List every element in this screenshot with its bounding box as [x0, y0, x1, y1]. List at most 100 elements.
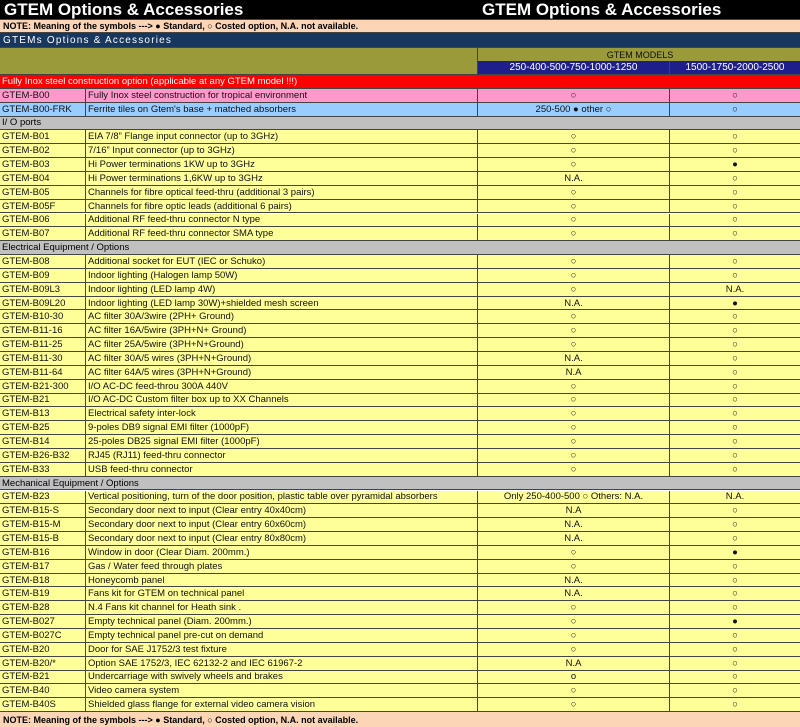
description: Fans kit for GTEM on technical panel: [86, 587, 478, 601]
option-large: ○: [732, 643, 738, 655]
option-small: ○: [478, 615, 670, 628]
code: GTEM-B05: [0, 185, 86, 199]
table-row: GTEM-B26-B32 RJ45 (RJ11) feed-thru connec…: [0, 448, 800, 463]
table-row: GTEM-B28 N.4 Fans kit channel for Heath s…: [0, 601, 800, 616]
description: AC filter 64A/5 wires (3PH+N+Ground): [86, 365, 478, 379]
description: 7/16” Input connector (up to 3GHz): [86, 144, 478, 158]
option-small: ○: [478, 642, 670, 656]
table-row: GTEM-B21-300 I/O AC-DC feed-throu 300A 44…: [0, 379, 800, 394]
code: GTEM-B21: [0, 393, 86, 407]
option-large: ●: [732, 159, 738, 171]
description: Ferrite tiles on Gtem's base + matched a…: [86, 102, 478, 116]
option-small: ○: [478, 421, 670, 435]
code: GTEM-B15-M: [0, 518, 86, 532]
description: USB feed-thru connector: [86, 462, 478, 476]
table-row: GTEM-B25 9-poles DB9 signal EMI filter (1…: [0, 421, 800, 436]
section-row: Mechanical Equipment / Options: [0, 476, 800, 491]
code: GTEM-B16: [0, 545, 86, 559]
option-large: ○: [732, 339, 738, 351]
option-small: ○: [478, 379, 670, 393]
table-row: GTEM-B05 Channels for fibre optical feed-…: [0, 185, 800, 200]
table-row: GTEM-B18 Honeycomb panel N.A. ○: [0, 573, 800, 588]
option-large: ○: [732, 325, 738, 337]
table-row: GTEM-B027C Empty technical panel pre-cut …: [0, 629, 800, 643]
table-row: GTEM-B11-16 AC filter 16A/5wire (3PH+N+ G…: [0, 324, 800, 339]
option-large: ○: [732, 602, 738, 614]
option-small: ○: [478, 213, 670, 227]
table-row: GTEM-B027 Empty technical panel (Diam. 20…: [0, 615, 800, 629]
option-large: ○: [732, 671, 738, 683]
description: Shielded glass flange for external video…: [86, 698, 478, 712]
title-left: GTEM Options & Accessories: [4, 0, 244, 19]
code: GTEM-B027C: [0, 629, 86, 642]
code: GTEM-B027: [0, 615, 86, 628]
table-row: GTEM-B15-M Secondary door next to input (…: [0, 518, 800, 533]
description: Electrical safety inter-lock: [86, 407, 478, 421]
option-small: N.A.: [478, 171, 670, 185]
description: Additional RF feed-thru connector N type: [86, 213, 478, 227]
table-row: GTEM-B04 Hi Power terminations 1,6KW up t…: [0, 171, 800, 186]
description: Hi Power terminations 1,6KW up to 3GHz: [86, 171, 478, 185]
table-row: GTEM-B00 Fully Inox steel construction fo…: [0, 88, 800, 103]
option-large: ○: [732, 172, 738, 184]
code: GTEM-B25: [0, 421, 86, 435]
option-large: ○: [732, 422, 738, 434]
option-large: ○: [732, 519, 738, 531]
option-small: N.A.: [478, 352, 670, 365]
option-small: 250-500 ● other ○: [478, 102, 670, 116]
table-row: GTEM-B14 25-poles DB25 signal EMI filter …: [0, 435, 800, 449]
table-row: GTEM-B20 Door for SAE J1752/3 test fixtur…: [0, 642, 800, 657]
option-small: N.A: [478, 365, 670, 379]
option-small: N.A: [478, 504, 670, 518]
description: Window in door (Clear Diam. 200mm.): [86, 545, 478, 559]
description: Video camera system: [86, 684, 478, 698]
description: Secondary door next to input (Clear entr…: [86, 504, 478, 518]
title-right: GTEM Options & Accessories: [482, 0, 722, 19]
code: GTEM-B11-30: [0, 352, 86, 365]
code: GTEM-B18: [0, 573, 86, 587]
table-row: GTEM-B09 Indoor lighting (Halogen lamp 50…: [0, 268, 800, 283]
table-row: GTEM-B19 Fans kit for GTEM on technical p…: [0, 587, 800, 602]
description: Vertical positioning, turn of the door p…: [86, 490, 478, 504]
footer-note: NOTE: Meaning of the symbols ---> ● Stan…: [3, 714, 359, 725]
code: GTEM-B19: [0, 587, 86, 601]
section-row: Electrical Equipment / Options: [0, 241, 800, 256]
code: GTEM-B10-30: [0, 310, 86, 324]
code: GTEM-B07: [0, 227, 86, 241]
option-small: N.A.: [478, 518, 670, 532]
table-row: GTEM-B40S Shielded glass flange for exter…: [0, 698, 800, 713]
code: GTEM-B21-300: [0, 379, 86, 393]
option-large: ●: [732, 546, 738, 558]
code: GTEM-B09L20: [0, 296, 86, 310]
section-title: Mechanical Equipment / Options: [2, 477, 139, 489]
option-large: N.A.: [725, 283, 745, 295]
option-large: ●: [732, 297, 738, 309]
table-row: GTEM-B05F Channels for fibre optic leads …: [0, 199, 800, 214]
option-large: ○: [732, 394, 738, 406]
code: GTEM-B20/*: [0, 656, 86, 670]
table-row: GTEM-B15-B Secondary door next to input (…: [0, 532, 800, 546]
description: 9-poles DB9 signal EMI filter (1000pF): [86, 421, 478, 435]
code: GTEM-B09: [0, 268, 86, 282]
option-large: ○: [732, 228, 738, 240]
code: GTEM-B06: [0, 213, 86, 227]
option-small: ○: [478, 199, 670, 213]
subtitle-row: GTEMs Options & Accessories: [0, 33, 800, 48]
option-large: ○: [732, 352, 738, 364]
code: GTEM-B17: [0, 559, 86, 573]
code: GTEM-B33: [0, 462, 86, 476]
option-large: ○: [732, 145, 738, 157]
option-large: ○: [732, 532, 738, 544]
description: Indoor lighting (Halogen lamp 50W): [86, 268, 478, 282]
description: N.4 Fans kit channel for Heath sink .: [86, 601, 478, 615]
description: Channels for fibre optic leads (addition…: [86, 199, 478, 213]
description: AC filter 16A/5wire (3PH+N+ Ground): [86, 324, 478, 338]
option-small: ○: [478, 698, 670, 712]
option-small: ○: [478, 393, 670, 407]
option-large: ○: [732, 463, 738, 475]
option-large: ○: [732, 560, 738, 572]
code: GTEM-B02: [0, 144, 86, 158]
code: GTEM-B03: [0, 158, 86, 171]
table-row: GTEM-B40 Video camera system ○ ○: [0, 684, 800, 699]
code: GTEM-B00-FRK: [0, 102, 86, 116]
